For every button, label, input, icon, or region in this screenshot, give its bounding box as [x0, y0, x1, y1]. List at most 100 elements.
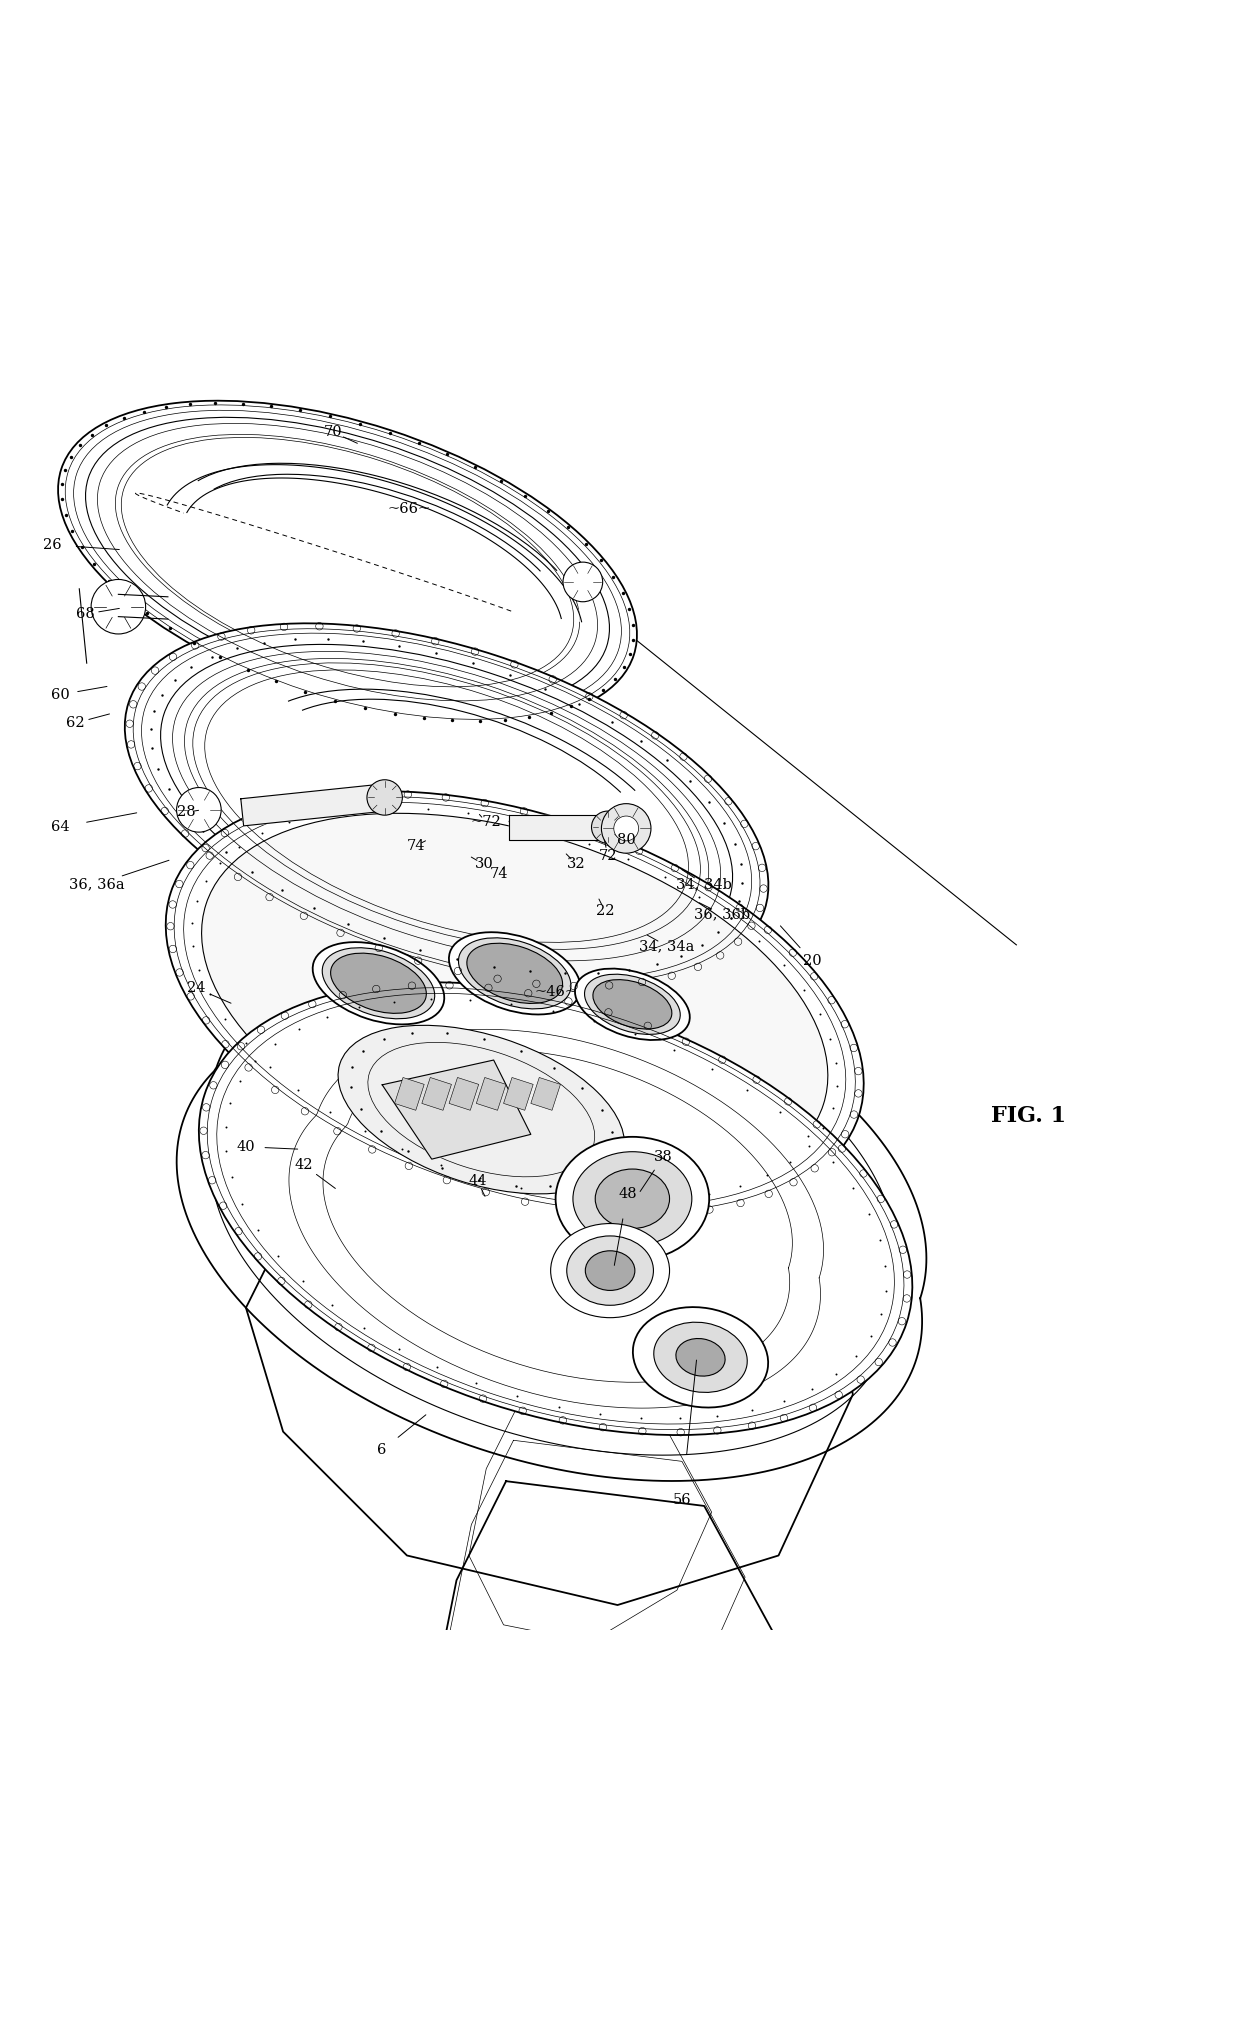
Text: 30: 30	[475, 857, 494, 871]
Polygon shape	[508, 814, 608, 839]
Point	[134, 396, 154, 428]
Point	[159, 774, 179, 806]
Text: 34, 34b: 34, 34b	[676, 877, 732, 891]
Point	[182, 907, 202, 940]
Point	[520, 701, 539, 734]
Point	[427, 1350, 446, 1382]
Circle shape	[563, 562, 603, 602]
Point	[666, 1182, 686, 1215]
Point	[289, 1013, 309, 1045]
Ellipse shape	[115, 435, 579, 689]
Circle shape	[601, 804, 651, 853]
Text: 38: 38	[653, 1150, 673, 1164]
Point	[69, 428, 89, 461]
Point	[443, 703, 463, 736]
Point	[624, 624, 644, 657]
Ellipse shape	[86, 416, 610, 707]
Point	[373, 1023, 393, 1055]
Point	[52, 483, 72, 515]
Point	[463, 647, 482, 679]
Point	[422, 982, 441, 1015]
Point	[469, 1164, 489, 1196]
Point	[569, 689, 589, 721]
Bar	[503, 1077, 533, 1110]
Text: ~66~: ~66~	[388, 501, 432, 515]
Point	[799, 1120, 818, 1152]
Point	[325, 685, 345, 717]
Ellipse shape	[166, 792, 864, 1217]
Point	[591, 1184, 611, 1217]
Point	[272, 875, 291, 907]
Point	[238, 653, 258, 685]
Point	[589, 956, 609, 988]
Text: ~72: ~72	[471, 814, 502, 829]
Ellipse shape	[595, 1168, 670, 1229]
Point	[265, 1027, 285, 1059]
Point	[758, 1160, 777, 1192]
Ellipse shape	[551, 1223, 670, 1318]
Point	[689, 881, 709, 913]
Point	[821, 1023, 841, 1055]
Point	[384, 986, 404, 1019]
Ellipse shape	[567, 1237, 653, 1306]
Point	[846, 1340, 866, 1372]
Point	[511, 1172, 531, 1205]
Ellipse shape	[58, 400, 637, 724]
Point	[665, 1035, 684, 1067]
Text: 60: 60	[51, 687, 69, 701]
Point	[591, 544, 611, 576]
Point	[620, 594, 640, 627]
Point	[875, 1275, 895, 1308]
Point	[541, 1170, 560, 1202]
Point	[353, 624, 373, 657]
Point	[353, 1035, 373, 1067]
Polygon shape	[244, 990, 864, 1429]
Point	[373, 922, 393, 954]
Ellipse shape	[459, 938, 570, 1008]
Point	[448, 944, 467, 976]
Polygon shape	[176, 950, 926, 1481]
Ellipse shape	[593, 980, 672, 1029]
Point	[496, 703, 516, 736]
Point	[875, 1249, 895, 1281]
Point	[242, 855, 262, 887]
Bar	[531, 1077, 560, 1110]
Point	[216, 1110, 236, 1142]
Point	[770, 1095, 790, 1128]
Point	[605, 663, 625, 695]
Point	[285, 622, 305, 655]
Point	[267, 665, 286, 697]
Point	[236, 1027, 255, 1059]
Point	[341, 1071, 361, 1103]
Polygon shape	[211, 970, 895, 1455]
Point	[749, 926, 769, 958]
Point	[826, 1047, 846, 1079]
Point	[414, 701, 434, 734]
Point	[379, 416, 399, 449]
Point	[708, 1401, 728, 1433]
Ellipse shape	[585, 1251, 635, 1291]
Point	[174, 794, 193, 827]
Circle shape	[614, 816, 639, 841]
Point	[670, 1403, 689, 1435]
Point	[802, 1372, 822, 1405]
Ellipse shape	[632, 1308, 768, 1407]
Text: 34, 34a: 34, 34a	[640, 940, 694, 954]
Point	[552, 1178, 572, 1211]
Point	[355, 691, 374, 724]
Point	[631, 1403, 651, 1435]
Point	[290, 394, 310, 426]
Point	[310, 798, 330, 831]
Point	[601, 1116, 621, 1148]
Point	[268, 1239, 288, 1271]
Point	[630, 1184, 650, 1217]
Circle shape	[591, 810, 624, 843]
Point	[153, 679, 172, 711]
Point	[233, 388, 253, 420]
Point	[56, 499, 76, 532]
Point	[569, 1164, 589, 1196]
Point	[516, 479, 536, 511]
Point	[657, 744, 677, 776]
Point	[474, 1023, 494, 1055]
Point	[780, 1146, 800, 1178]
